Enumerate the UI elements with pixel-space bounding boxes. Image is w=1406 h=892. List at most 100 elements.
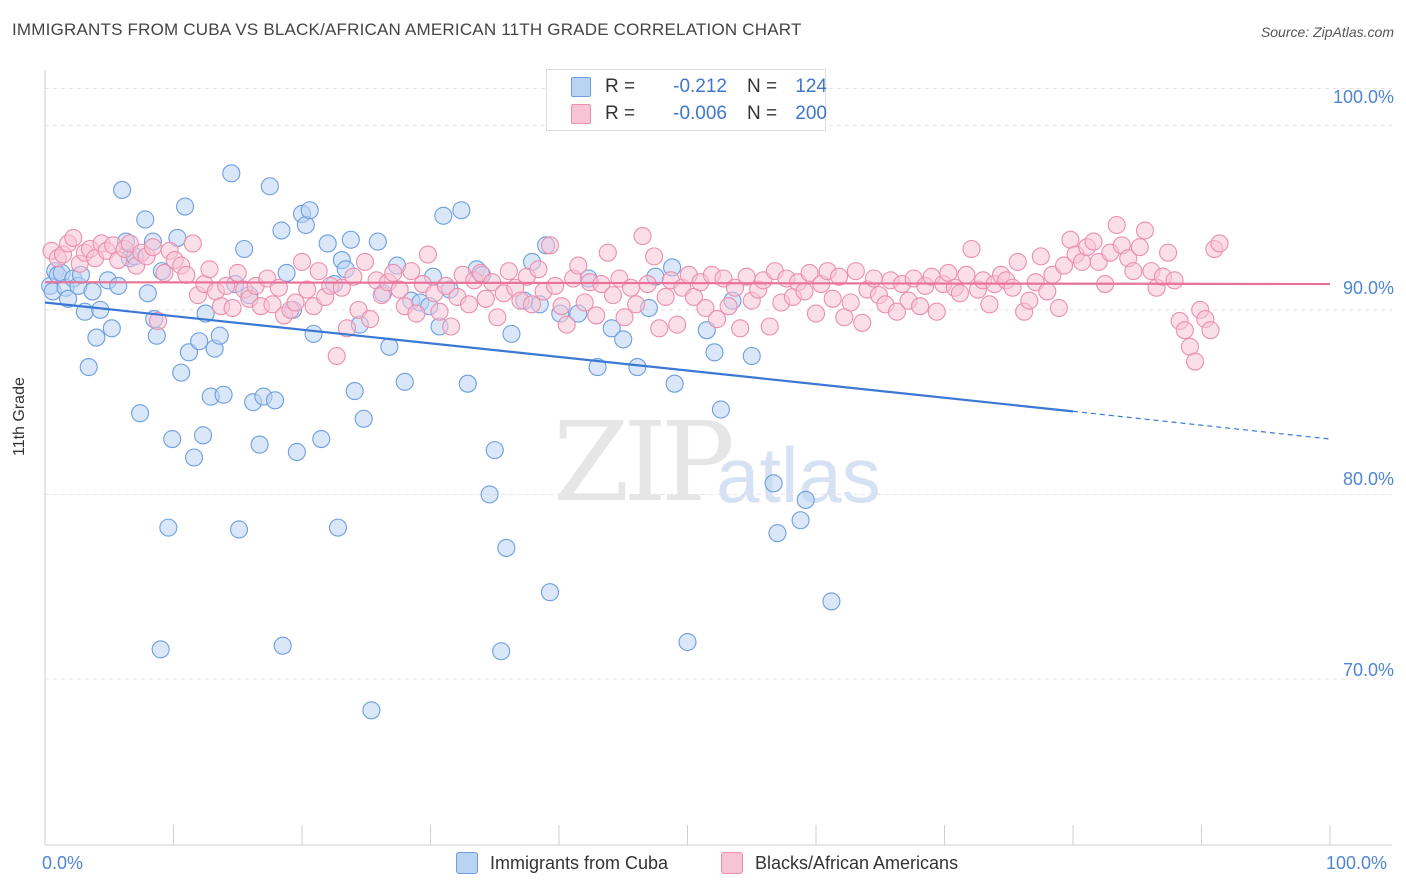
cuba-point — [235, 239, 254, 259]
black-point — [327, 346, 346, 366]
black-point — [627, 295, 646, 314]
cuba-point — [87, 328, 106, 347]
legend-n-value: 200 — [795, 103, 827, 124]
cuba-point — [179, 343, 198, 362]
cuba-point — [131, 404, 150, 423]
black-point — [957, 265, 976, 284]
black-point — [499, 262, 518, 281]
black-point — [355, 252, 375, 271]
cuba-point — [822, 592, 841, 611]
black-point — [760, 317, 779, 336]
black-point — [177, 265, 196, 284]
cuba-point — [705, 343, 724, 362]
black-point — [1031, 247, 1050, 266]
legend-r-value: -0.006 — [673, 103, 727, 124]
cuba-point — [163, 429, 182, 449]
legend-n-label: N = — [747, 76, 778, 97]
legend-n-label: N = — [747, 103, 778, 124]
black-point — [309, 262, 328, 281]
black-point — [459, 295, 479, 314]
legend-n-value: 124 — [795, 76, 827, 97]
cuba-point — [540, 583, 560, 602]
black-point — [183, 234, 202, 253]
black-point — [696, 298, 715, 318]
cuba-point — [260, 177, 279, 196]
cuba-point — [287, 442, 306, 462]
cuba-point — [222, 164, 241, 183]
black-point — [615, 308, 634, 327]
black-point — [1135, 221, 1155, 240]
axes — [44, 70, 1392, 846]
cuba-point — [83, 282, 102, 301]
black-point — [841, 293, 860, 312]
black-point — [656, 287, 675, 307]
black-trend-line — [44, 281, 1331, 286]
cuba-point — [764, 474, 783, 493]
y-axis-title: 11th Grade — [11, 377, 28, 456]
black-point — [1210, 234, 1229, 253]
black-point — [645, 247, 664, 266]
black-point — [668, 315, 687, 334]
black-point — [228, 263, 247, 283]
gridlines — [45, 87, 1392, 680]
y-tick-label: 100.0% — [1332, 87, 1394, 107]
x-tick-label: 100.0% — [1326, 853, 1388, 873]
cuba-point — [190, 332, 209, 351]
legend-item-cuba: Immigrants from Cuba — [456, 852, 668, 874]
stats-legend-row-black: R = -0.006 N = 200 — [571, 102, 827, 126]
cuba-point — [711, 400, 730, 419]
cuba-point — [362, 701, 381, 720]
black-point — [292, 252, 312, 271]
black-point — [384, 263, 403, 283]
legend-item-black: Blacks/African Americans — [721, 852, 958, 874]
legend-r-label: R = — [605, 76, 636, 97]
black-point — [846, 262, 865, 281]
black-point — [1175, 321, 1194, 340]
cuba-point — [742, 346, 761, 366]
cuba-point — [791, 511, 810, 530]
cuba-point — [318, 234, 337, 253]
cuba-point — [497, 538, 516, 557]
cuba-point — [250, 435, 269, 454]
black-point — [830, 267, 849, 286]
trend-lines — [44, 281, 1331, 440]
cuba-point — [492, 642, 511, 661]
black-point — [800, 263, 819, 283]
cuba-point — [452, 201, 471, 220]
black-point — [980, 295, 999, 314]
cuba-trend-line — [44, 301, 1074, 413]
black-point — [430, 302, 449, 321]
black-point — [853, 313, 872, 332]
cuba-point — [768, 524, 787, 543]
legend-swatch-cuba — [456, 852, 478, 874]
cuba-point — [136, 210, 155, 229]
x-tick-label: 0.0% — [42, 853, 84, 873]
cuba-trend-line-extension — [1072, 410, 1331, 440]
black-point — [911, 297, 930, 316]
stats-legend: R = -0.212 N = 124 R = -0.006 N = 200 — [546, 69, 827, 131]
black-point — [1038, 282, 1057, 301]
black-point — [806, 304, 826, 323]
black-point — [1159, 243, 1178, 262]
black-point — [298, 280, 317, 299]
cuba-point — [296, 215, 315, 235]
black-point — [522, 295, 542, 314]
black-point — [708, 310, 727, 329]
cuba-point — [210, 326, 229, 345]
legend-swatch-black — [571, 104, 591, 124]
black-point — [361, 310, 380, 329]
y-tick-label: 90.0% — [1342, 278, 1394, 298]
cuba-point — [196, 304, 215, 323]
cuba-point — [614, 330, 633, 349]
y-tick-label: 70.0% — [1342, 660, 1394, 680]
black-point — [1054, 256, 1074, 275]
black-point — [418, 245, 437, 264]
black-point — [337, 319, 357, 338]
cuba-point — [354, 409, 373, 428]
black-point — [795, 282, 814, 301]
data-points — [41, 164, 1229, 720]
black-point — [598, 243, 617, 262]
black-point — [488, 308, 507, 327]
black-point — [390, 280, 409, 299]
